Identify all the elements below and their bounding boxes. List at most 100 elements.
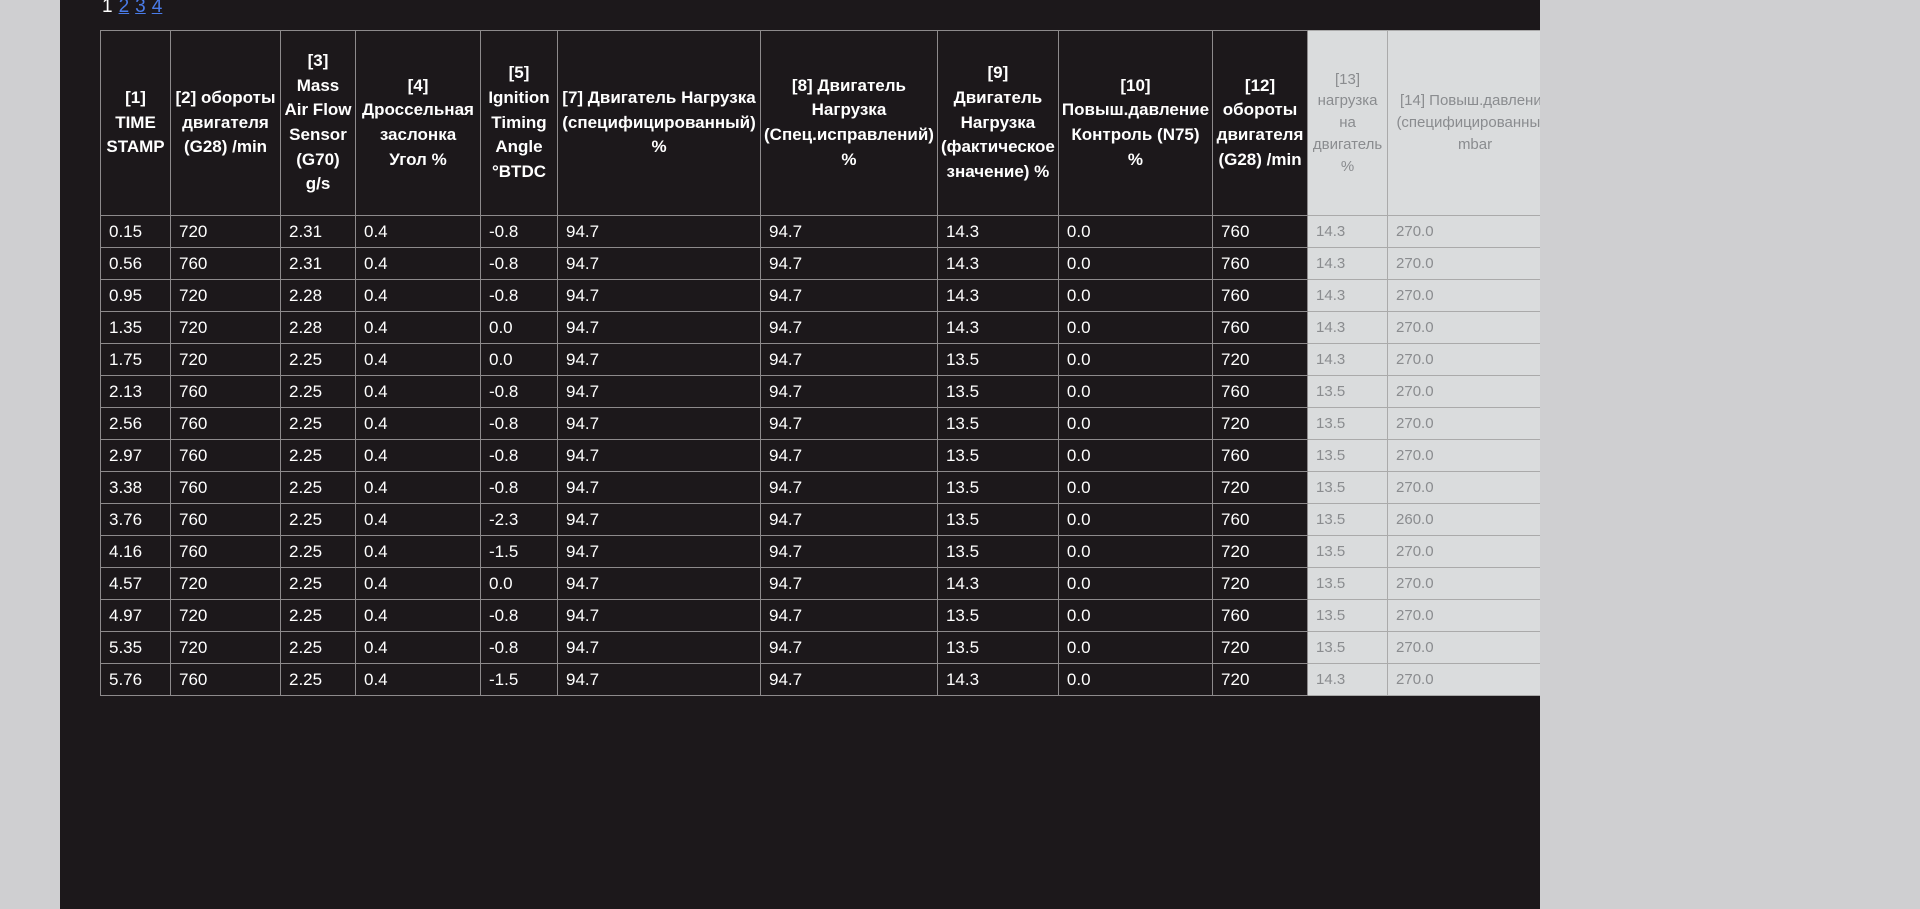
table-cell: 0.0 [1057,343,1214,376]
page-link[interactable]: 2 [118,0,130,17]
desk-background [1540,0,1920,909]
table-cell: -1.5 [480,663,558,696]
table-cell: 0.4 [355,663,481,696]
table-cell: 13.5 [936,471,1059,504]
table-cell: 720 [170,599,281,632]
table-cell: 94.7 [760,631,938,664]
table-row: 1.75 720 2.25 0.4 0.0 94.7 94.7 13.5 0.0 720 14.3 2… [100,343,1564,376]
table-cell: 13.5 [936,503,1059,536]
table-cell: 0.56 [100,247,171,280]
table-cell: 720 [170,311,281,344]
table-cell: 2.28 [280,311,356,344]
table-cell: 720 [1212,535,1309,568]
table-cell: 13.5 [1307,503,1389,536]
table-cell: 0.4 [355,599,481,632]
table-cell: -0.8 [480,471,558,504]
table-cell: 270.0 [1387,663,1564,696]
table-cell: 760 [170,663,281,696]
table-cell: 94.7 [557,375,761,408]
table-cell: 4.57 [100,567,171,600]
table-cell: 760 [170,439,281,472]
table-cell: 5.76 [100,663,171,696]
table-cell: -0.8 [480,279,558,312]
table-cell: 0.4 [355,439,481,472]
header-row: [1] TIME STAMP [2] обороты двигателя (G28… [100,30,1564,216]
table-cell: 0.0 [1057,247,1214,280]
table-cell: 94.7 [760,215,938,248]
table-cell: 94.7 [557,343,761,376]
table-cell: 94.7 [557,503,761,536]
table-cell: -0.8 [480,375,558,408]
table-cell: 0.0 [1057,599,1214,632]
table-cell: 760 [170,407,281,440]
table-cell: 13.5 [1307,567,1389,600]
table-cell: 13.5 [936,343,1059,376]
table-cell: 760 [170,375,281,408]
table-cell: 720 [1212,631,1309,664]
table-row: 4.57 720 2.25 0.4 0.0 94.7 94.7 14.3 0.0 720 13.5 2… [100,567,1564,600]
table-cell: 0.4 [355,215,481,248]
table-cell: 14.3 [936,215,1059,248]
table-cell: 94.7 [760,407,938,440]
table-cell: 760 [1212,503,1309,536]
table-cell: 270.0 [1387,599,1564,632]
page-link[interactable]: 4 [151,0,163,17]
table-cell: 0.0 [1057,375,1214,408]
table-cell: 270.0 [1387,247,1564,280]
table-cell: 13.5 [936,407,1059,440]
table-cell: 13.5 [1307,375,1389,408]
table-cell: 94.7 [557,535,761,568]
table-cell: -0.8 [480,439,558,472]
table-cell: 13.5 [936,631,1059,664]
table-cell: 0.0 [1057,503,1214,536]
table-cell: 760 [1212,215,1309,248]
table-cell: 94.7 [557,215,761,248]
table-cell: 260.0 [1387,503,1564,536]
table-cell: 0.4 [355,503,481,536]
table-cell: 14.3 [936,311,1059,344]
table-cell: -2.3 [480,503,558,536]
table-cell: 14.3 [936,663,1059,696]
current-page: 1 [102,0,113,17]
table-cell: 2.25 [280,407,356,440]
table-cell: 3.38 [100,471,171,504]
table-cell: 2.56 [100,407,171,440]
table-cell: 0.0 [1057,215,1214,248]
table-cell: 0.95 [100,279,171,312]
column-header: [7] Двигатель Нагрузка (специфицированны… [557,30,761,216]
table-cell: 94.7 [557,247,761,280]
table-cell: 14.3 [1307,663,1389,696]
table-cell: 270.0 [1387,535,1564,568]
table-cell: 14.3 [1307,215,1389,248]
table-row: 1.35 720 2.28 0.4 0.0 94.7 94.7 14.3 0.0 760 14.3 2… [100,311,1564,344]
table-cell: 2.25 [280,663,356,696]
table-row: 0.95 720 2.28 0.4 -0.8 94.7 94.7 14.3 0.0 760 14.3… [100,279,1564,312]
column-header: [3] Mass Air Flow Sensor (G70) g/s [280,30,356,216]
table-cell: 0.15 [100,215,171,248]
table-cell: 4.16 [100,535,171,568]
table-cell: 2.31 [280,247,356,280]
table-cell: 2.28 [280,279,356,312]
table-cell: 760 [170,535,281,568]
table-cell: 720 [1212,407,1309,440]
table-cell: 720 [1212,471,1309,504]
table-cell: 1.75 [100,343,171,376]
table-cell: 14.3 [1307,279,1389,312]
table-cell: 270.0 [1387,311,1564,344]
table-cell: 0.4 [355,631,481,664]
table-cell: -0.8 [480,215,558,248]
table-cell: 0.0 [1057,471,1214,504]
table-body: 0.15 720 2.31 0.4 -0.8 94.7 94.7 14.3 0.0 760 14.3… [100,215,1564,696]
table-cell: 13.5 [1307,535,1389,568]
table-cell: 720 [170,631,281,664]
table-row: 4.16 760 2.25 0.4 -1.5 94.7 94.7 13.5 0.0 720 13.5… [100,535,1564,568]
table-cell: 13.5 [936,439,1059,472]
table-cell: 94.7 [760,439,938,472]
table-cell: 94.7 [557,567,761,600]
column-header: [4] Дроссельная заслонка Угол % [355,30,481,216]
table-cell: 0.4 [355,567,481,600]
column-header: [13] нагрузка на двигатель % [1307,30,1389,216]
page-link[interactable]: 3 [135,0,146,17]
table-cell: 2.13 [100,375,171,408]
